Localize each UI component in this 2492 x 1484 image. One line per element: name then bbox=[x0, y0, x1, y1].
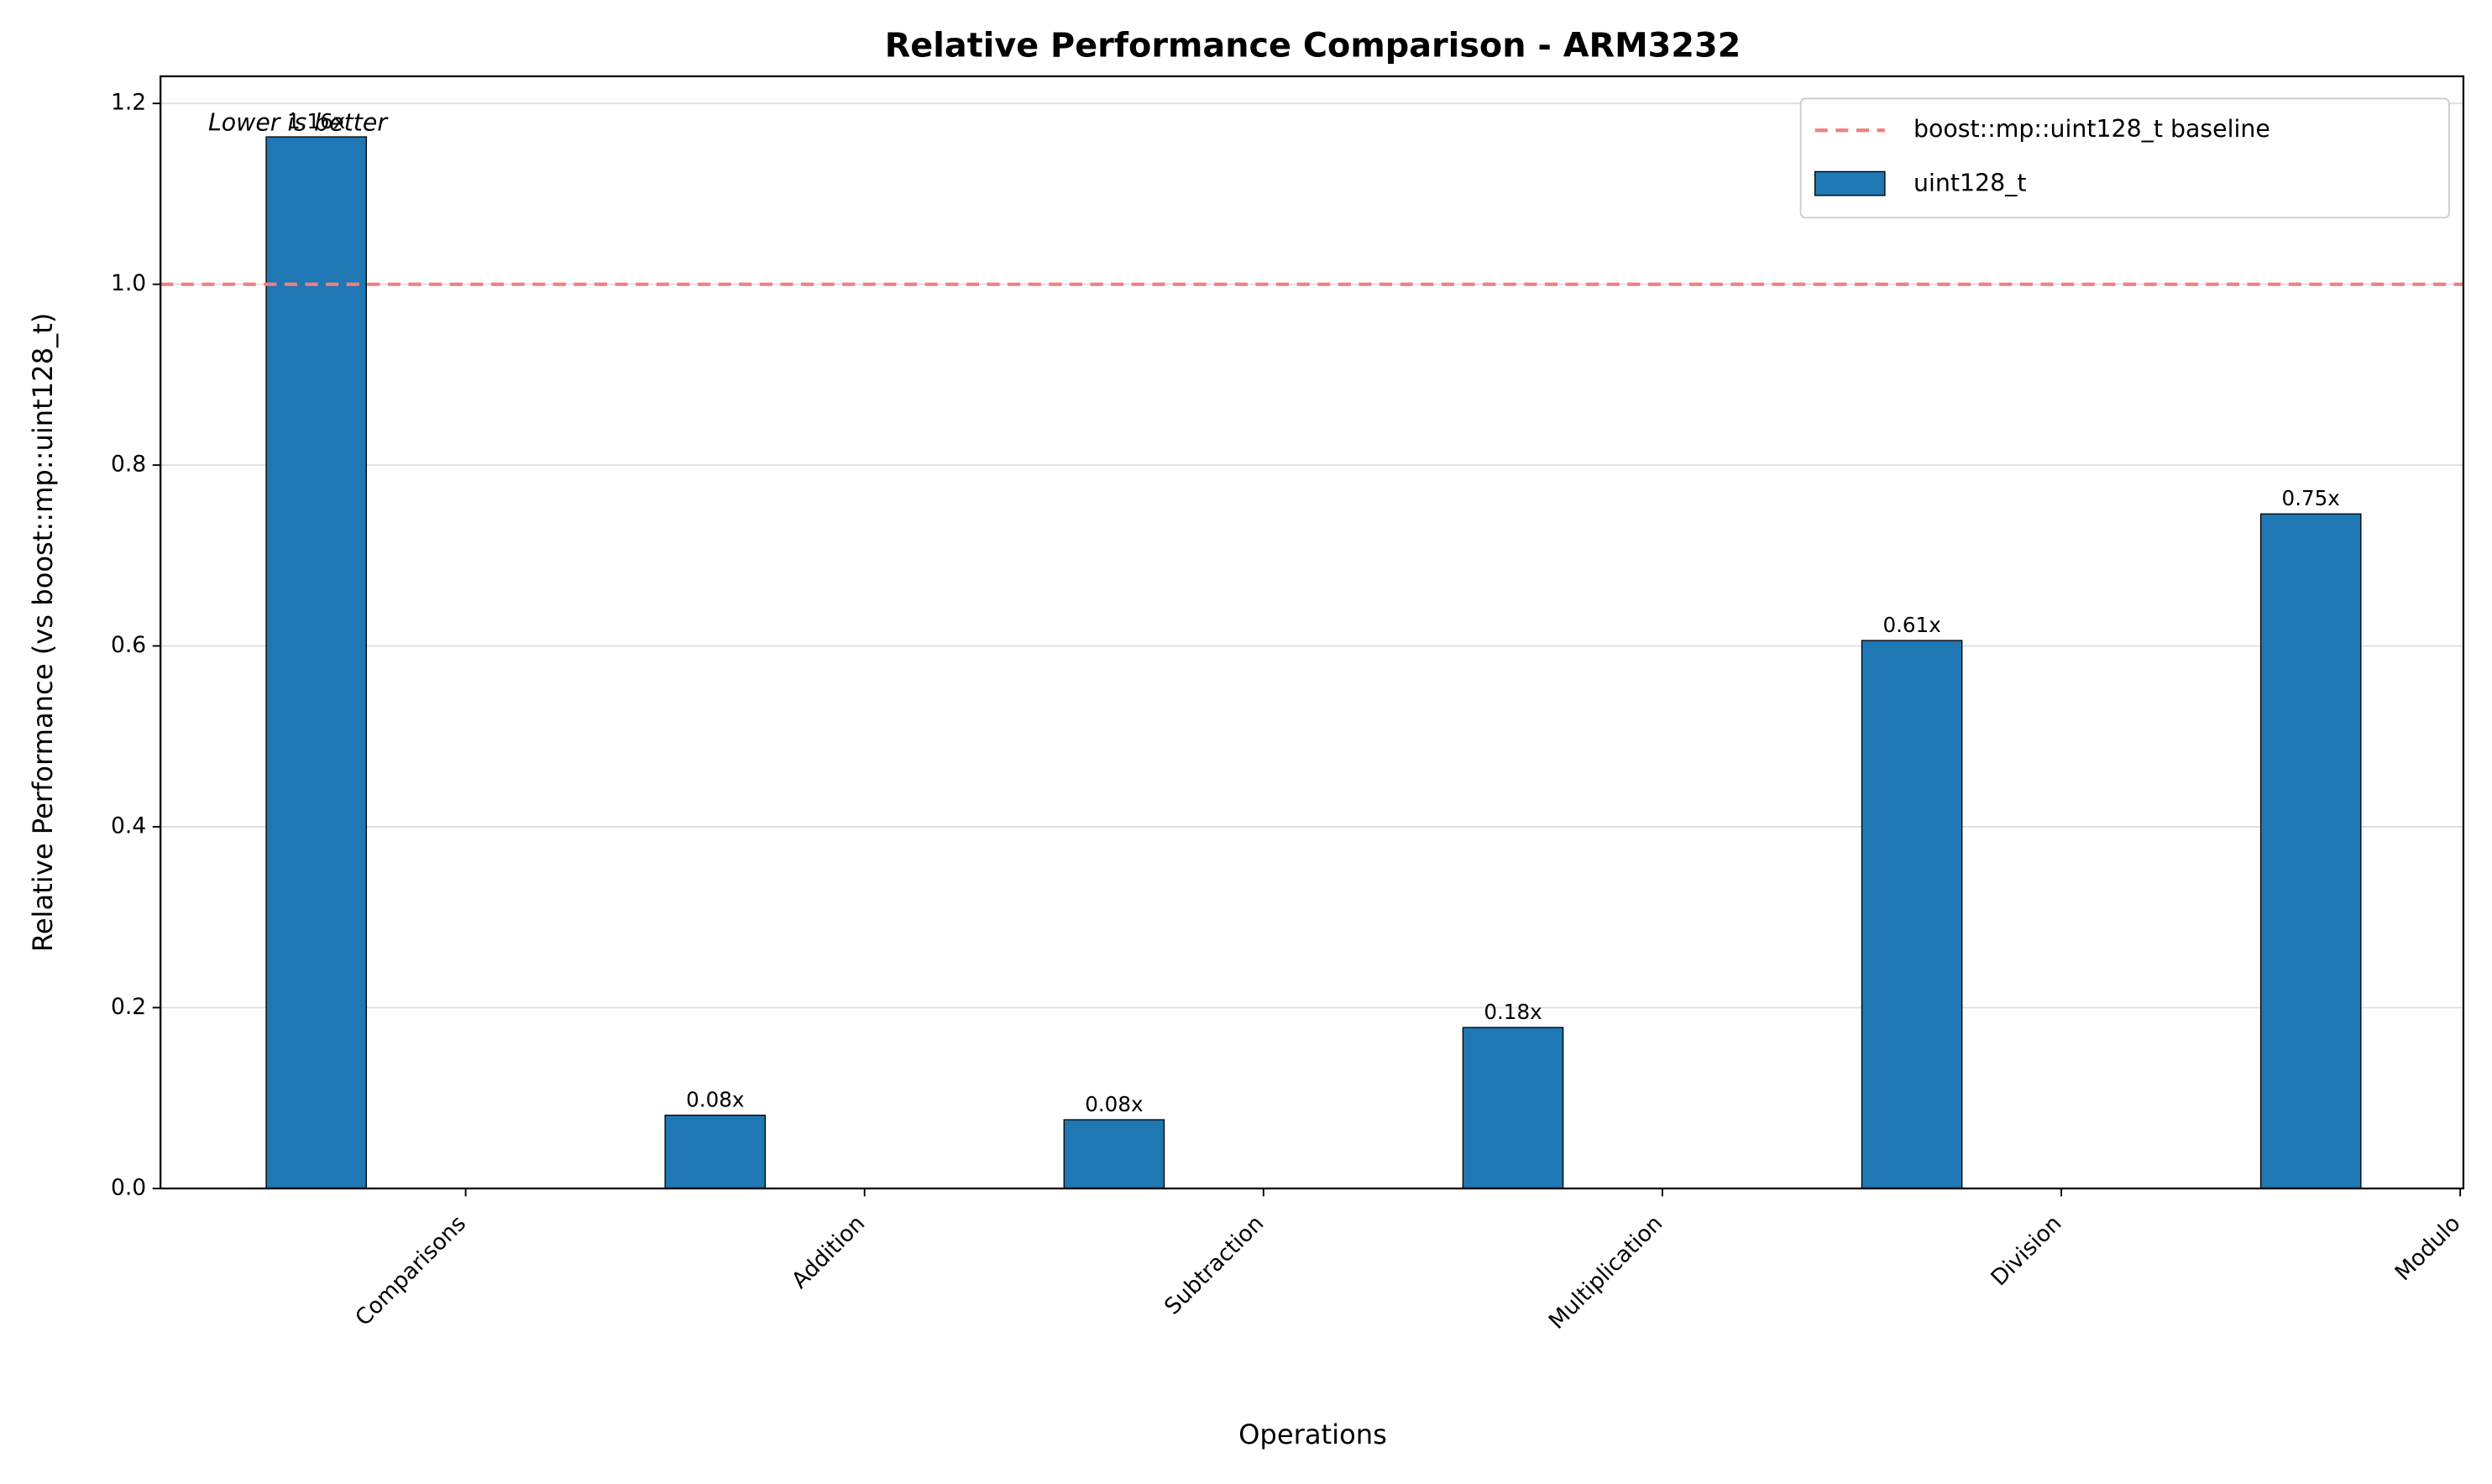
legend-swatch bbox=[1814, 170, 1886, 196]
y-axis-label: Relative Performance (vs boost::mp::uint… bbox=[27, 313, 59, 953]
bar bbox=[265, 136, 367, 1189]
y-tick-label: 0.4 bbox=[111, 813, 146, 839]
legend-box bbox=[1799, 97, 2450, 219]
bar bbox=[2259, 513, 2362, 1189]
y-tick-label: 0.0 bbox=[111, 1174, 146, 1200]
data-label: 0.08x bbox=[1085, 1092, 1143, 1116]
data-label: 0.08x bbox=[686, 1088, 744, 1112]
y-tick-label: 0.2 bbox=[111, 994, 146, 1020]
legend-label: boost::mp::uint128_t baseline bbox=[1914, 115, 2270, 143]
bar bbox=[1861, 640, 1963, 1189]
data-label: 1.16x bbox=[287, 109, 345, 133]
bar bbox=[1462, 1027, 1564, 1189]
bar bbox=[1063, 1119, 1165, 1189]
y-tick-label: 0.8 bbox=[111, 452, 146, 478]
annotation: Lower is better bbox=[208, 109, 389, 137]
y-tick-label: 1.0 bbox=[111, 270, 146, 296]
y-tick-label: 0.6 bbox=[111, 632, 146, 658]
plot-frame bbox=[160, 75, 2465, 1190]
chart-title: Relative Performance Comparison - ARM323… bbox=[885, 26, 1741, 65]
data-label: 0.18x bbox=[1484, 1000, 1542, 1024]
x-axis-label: Operations bbox=[1238, 1419, 1387, 1450]
data-label: 0.61x bbox=[1882, 613, 1940, 637]
legend-label: uint128_t bbox=[1914, 170, 2026, 197]
data-label: 0.75x bbox=[2282, 486, 2340, 510]
y-tick-label: 1.2 bbox=[111, 90, 146, 116]
bar bbox=[664, 1114, 767, 1189]
